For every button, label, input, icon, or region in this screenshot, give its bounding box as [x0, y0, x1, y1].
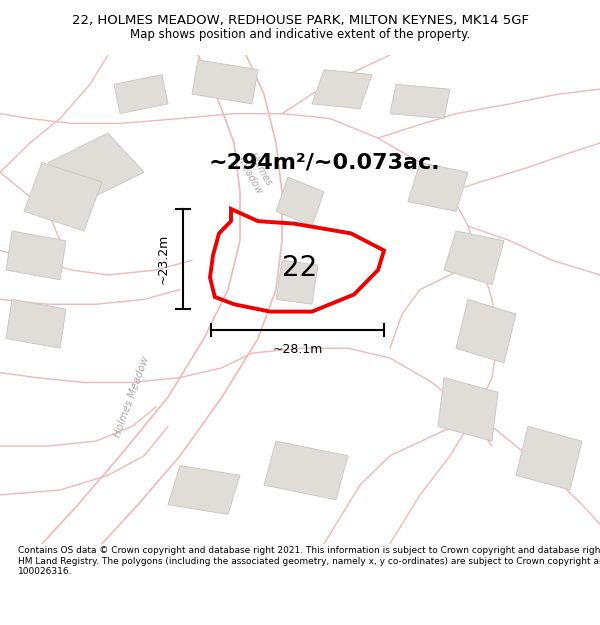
Polygon shape [276, 177, 324, 226]
Polygon shape [408, 162, 468, 211]
Polygon shape [312, 69, 372, 109]
Polygon shape [114, 74, 168, 114]
Polygon shape [276, 260, 318, 304]
Text: Map shows position and indicative extent of the property.: Map shows position and indicative extent… [130, 28, 470, 41]
Polygon shape [192, 60, 258, 104]
Text: ~23.2m: ~23.2m [157, 234, 170, 284]
Polygon shape [444, 231, 504, 285]
Text: ~294m²/~0.073ac.: ~294m²/~0.073ac. [208, 152, 440, 173]
Polygon shape [24, 162, 102, 231]
Text: ~28.1m: ~28.1m [272, 343, 323, 356]
Polygon shape [168, 466, 240, 514]
Polygon shape [6, 231, 66, 280]
Polygon shape [6, 299, 66, 348]
Polygon shape [264, 441, 348, 500]
Polygon shape [48, 133, 144, 202]
Text: Holmes Meadow: Holmes Meadow [113, 355, 151, 439]
Polygon shape [456, 299, 516, 363]
Text: 22, HOLMES MEADOW, REDHOUSE PARK, MILTON KEYNES, MK14 5GF: 22, HOLMES MEADOW, REDHOUSE PARK, MILTON… [71, 14, 529, 27]
Polygon shape [516, 426, 582, 490]
Polygon shape [390, 84, 450, 119]
Text: 22: 22 [283, 254, 317, 282]
Text: Contains OS data © Crown copyright and database right 2021. This information is : Contains OS data © Crown copyright and d… [18, 546, 600, 576]
Polygon shape [438, 378, 498, 441]
Text: Holmes
meadow: Holmes meadow [235, 149, 275, 196]
